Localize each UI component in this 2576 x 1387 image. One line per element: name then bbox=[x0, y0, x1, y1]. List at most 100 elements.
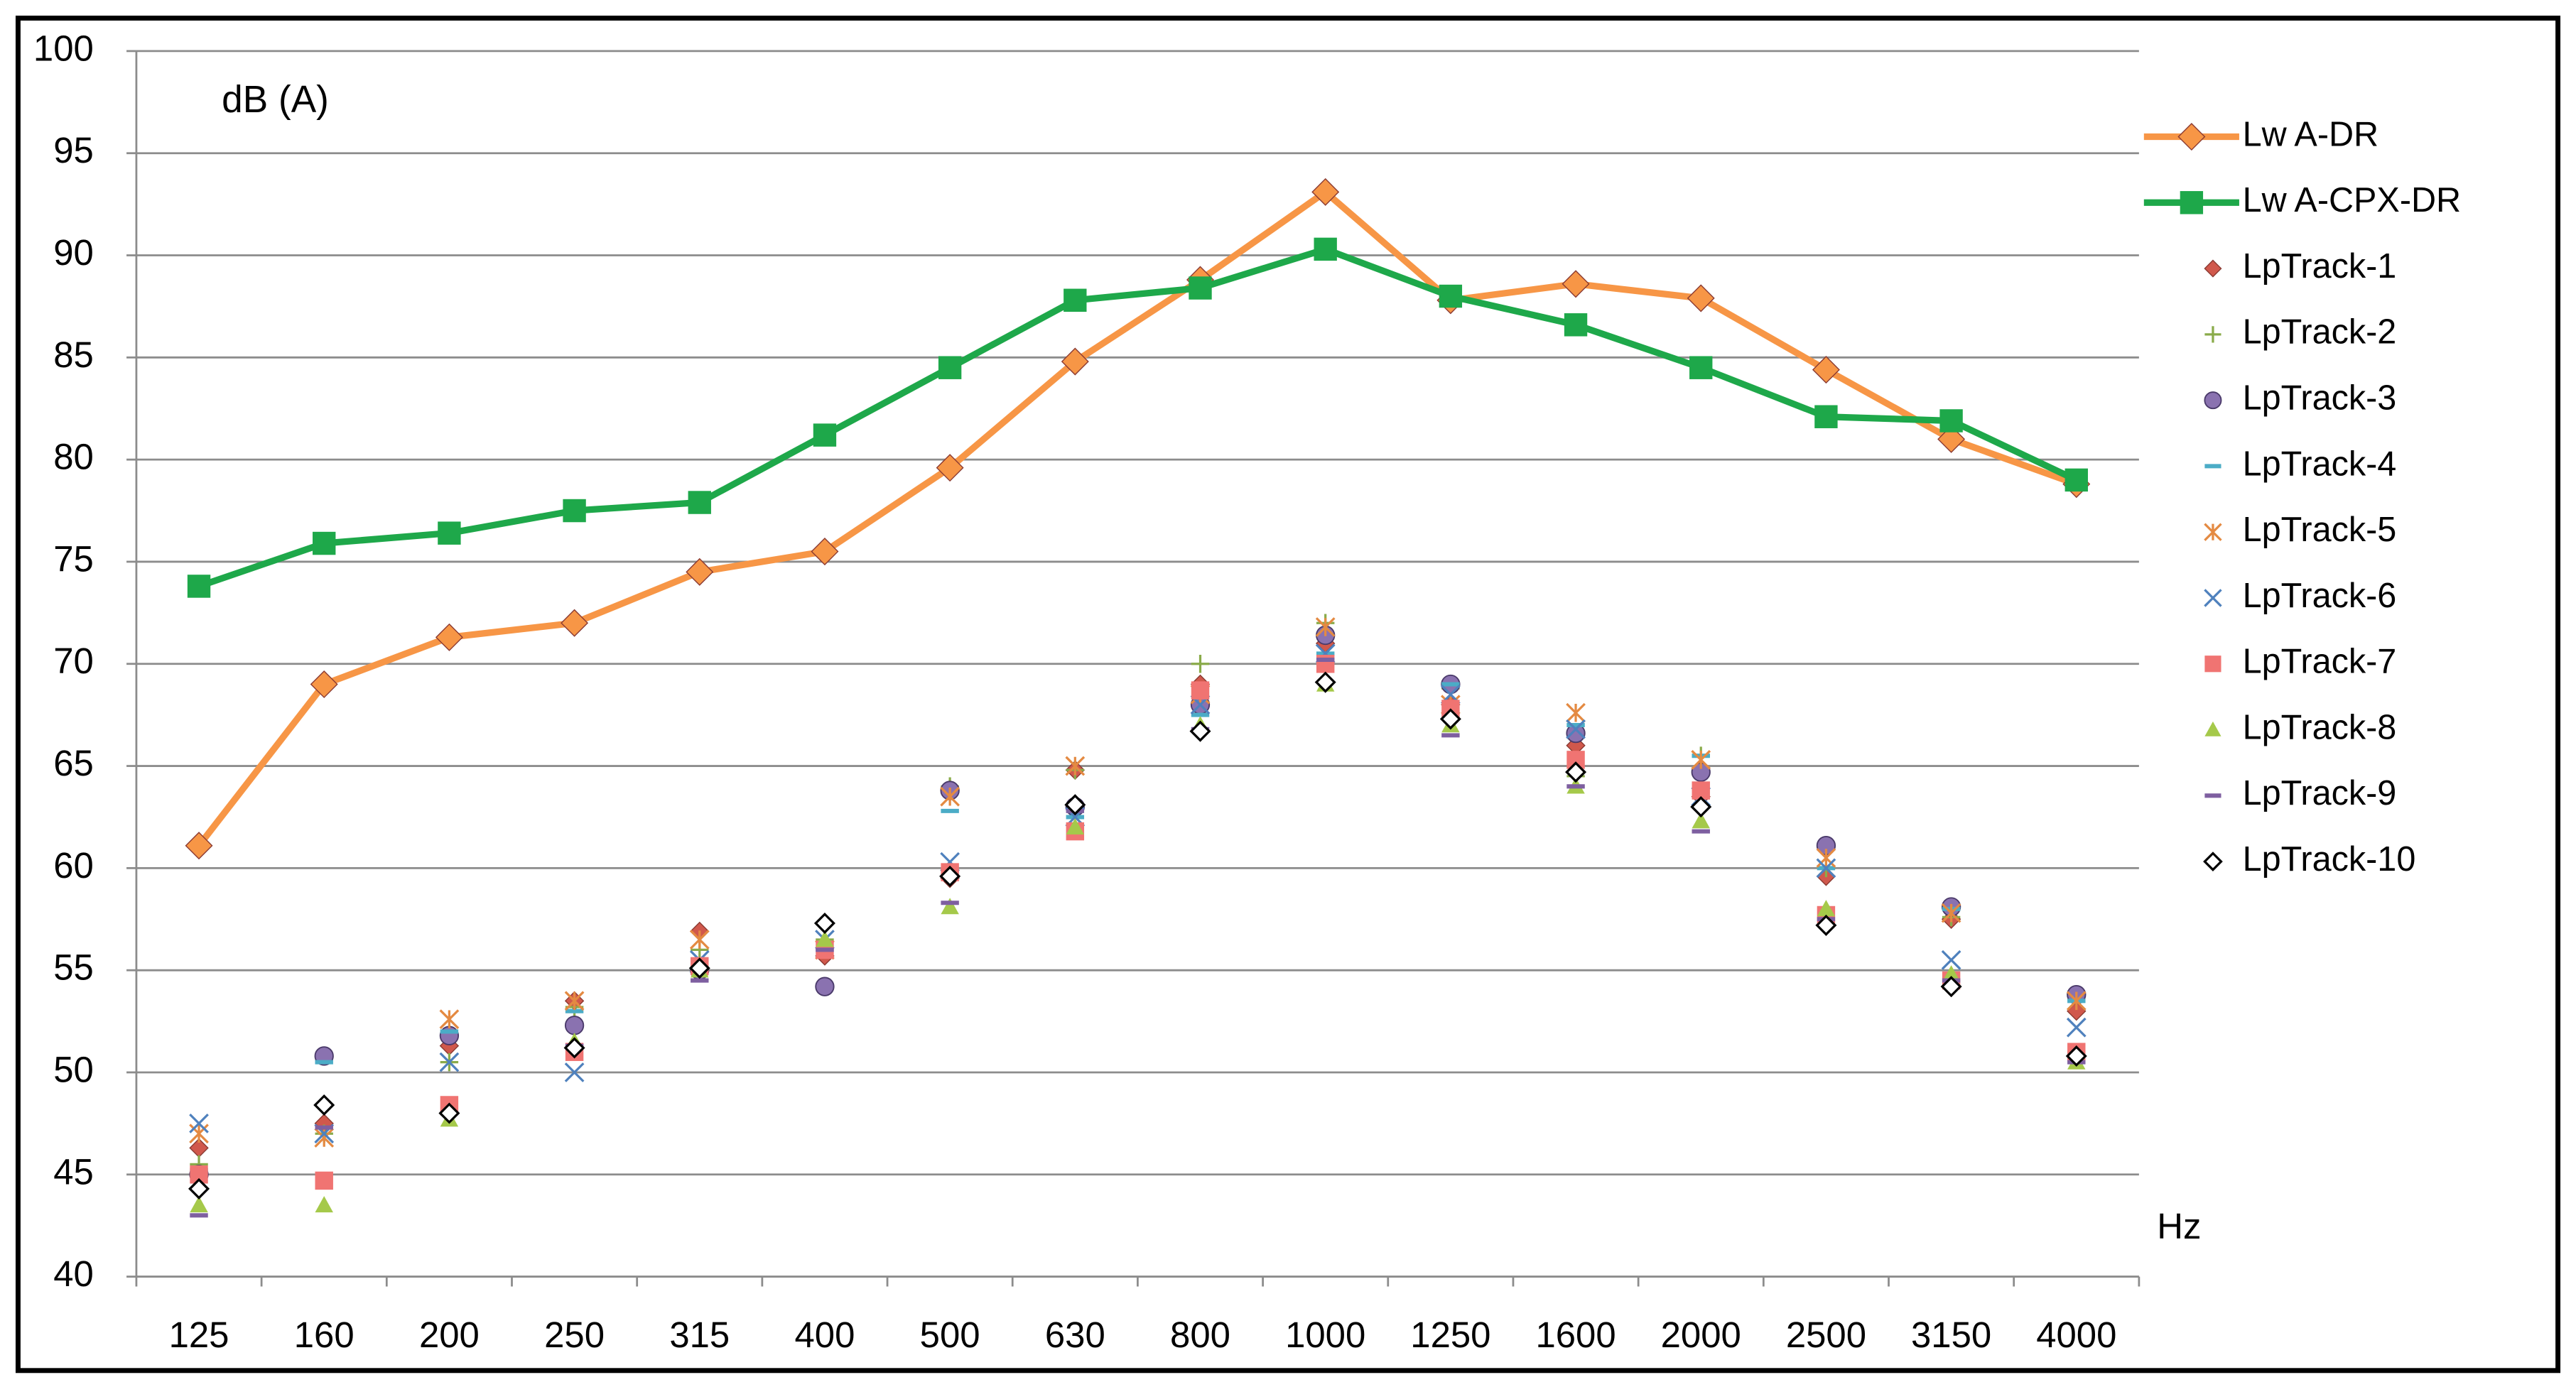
legend-label: LpTrack-2 bbox=[2243, 313, 2397, 352]
legend-marker bbox=[2203, 852, 2223, 871]
data-point bbox=[1939, 409, 1963, 433]
series-line bbox=[197, 246, 2078, 589]
data-point bbox=[1315, 617, 1336, 637]
data-point bbox=[189, 1124, 209, 1144]
data-point bbox=[1815, 914, 1837, 936]
data-point bbox=[190, 1196, 208, 1213]
data-point bbox=[438, 1102, 460, 1124]
x-tick-label: 1250 bbox=[1410, 1315, 1490, 1355]
legend-label: Lw A-CPX-DR bbox=[2243, 181, 2462, 219]
data-point bbox=[2065, 1045, 2087, 1067]
data-point bbox=[435, 623, 463, 651]
data-point bbox=[1064, 288, 1087, 312]
data-point bbox=[816, 930, 834, 947]
x-tick-label: 125 bbox=[169, 1315, 229, 1355]
data-point bbox=[1061, 347, 1089, 376]
y-tick-label: 55 bbox=[53, 947, 94, 988]
data-point bbox=[313, 1094, 335, 1116]
data-point bbox=[2066, 991, 2087, 1011]
data-point bbox=[188, 1177, 210, 1200]
legend-label: LpTrack-10 bbox=[2243, 840, 2416, 879]
x-tick-label: 1600 bbox=[1535, 1315, 1616, 1355]
y-tick-label: 90 bbox=[53, 232, 94, 273]
legend-marker bbox=[2204, 326, 2221, 343]
data-point bbox=[1191, 681, 1210, 700]
data-point bbox=[1566, 702, 1586, 723]
data-point bbox=[1065, 756, 1086, 776]
x-tick-label: 250 bbox=[544, 1315, 605, 1355]
x-tick-label: 800 bbox=[1170, 1315, 1230, 1355]
data-point bbox=[564, 1062, 585, 1082]
data-point bbox=[564, 991, 585, 1011]
data-point bbox=[815, 977, 835, 996]
data-point bbox=[813, 423, 837, 447]
data-point bbox=[936, 454, 964, 482]
data-point bbox=[1565, 761, 1587, 783]
data-point bbox=[439, 1026, 460, 1045]
legend-label: LpTrack-8 bbox=[2243, 708, 2397, 746]
data-point bbox=[563, 499, 586, 523]
y-tick-label: 95 bbox=[53, 130, 94, 170]
data-point bbox=[688, 957, 710, 979]
data-point bbox=[1940, 976, 1962, 998]
x-tick-label: 200 bbox=[419, 1315, 480, 1355]
y-tick-label: 50 bbox=[53, 1049, 94, 1089]
legend-marker bbox=[2204, 523, 2222, 541]
x-tick-label: 4000 bbox=[2036, 1315, 2116, 1355]
legend-label: LpTrack-7 bbox=[2243, 643, 2397, 681]
legend-label: LpTrack-3 bbox=[2243, 379, 2397, 417]
data-point bbox=[938, 356, 962, 379]
data-point bbox=[1814, 405, 1838, 428]
data-point bbox=[688, 491, 711, 514]
x-axis-label: Hz bbox=[2157, 1206, 2201, 1246]
data-point bbox=[1566, 719, 1586, 739]
x-tick-label: 2500 bbox=[1786, 1315, 1866, 1355]
data-point bbox=[1066, 818, 1085, 835]
data-point bbox=[1311, 178, 1340, 206]
data-point bbox=[187, 575, 211, 598]
data-point bbox=[313, 531, 336, 555]
legend-label: LpTrack-1 bbox=[2243, 247, 2397, 285]
data-point bbox=[1562, 270, 1590, 298]
x-tick-label: 630 bbox=[1045, 1315, 1105, 1355]
data-point bbox=[564, 1016, 585, 1035]
data-point bbox=[439, 1052, 460, 1072]
y-tick-label: 70 bbox=[53, 641, 94, 681]
data-point bbox=[1817, 900, 1836, 917]
x-tick-label: 315 bbox=[669, 1315, 730, 1355]
data-point bbox=[689, 930, 710, 950]
data-point bbox=[1942, 965, 1961, 982]
y-tick-label: 100 bbox=[33, 28, 94, 68]
legend-marker bbox=[2204, 391, 2222, 410]
data-point bbox=[439, 1009, 460, 1030]
y-tick-label: 85 bbox=[53, 334, 94, 375]
data-point bbox=[1189, 720, 1211, 742]
data-point bbox=[1816, 858, 1836, 879]
data-point bbox=[2066, 1017, 2087, 1038]
data-point bbox=[310, 670, 338, 699]
data-point bbox=[1316, 654, 1335, 673]
x-tick-label: 2000 bbox=[1661, 1315, 1741, 1355]
data-point bbox=[940, 786, 960, 807]
data-point bbox=[315, 1196, 333, 1213]
y-tick-label: 75 bbox=[53, 538, 94, 579]
legend-label: LpTrack-4 bbox=[2243, 445, 2397, 483]
x-tick-label: 400 bbox=[795, 1315, 855, 1355]
data-point bbox=[1941, 950, 1961, 970]
data-point bbox=[314, 1128, 335, 1148]
legend-marker bbox=[2177, 122, 2206, 151]
data-point bbox=[1692, 812, 1710, 829]
y-tick-label: 40 bbox=[53, 1253, 94, 1294]
data-point bbox=[1687, 284, 1715, 312]
x-tick-label: 1000 bbox=[1285, 1315, 1365, 1355]
legend-marker bbox=[2204, 259, 2222, 278]
data-point bbox=[1191, 654, 1210, 673]
data-point bbox=[315, 1171, 333, 1190]
data-point bbox=[1564, 313, 1588, 337]
x-tick-label: 160 bbox=[294, 1315, 355, 1355]
data-point bbox=[189, 1113, 209, 1133]
y-tick-label: 80 bbox=[53, 437, 94, 477]
legend-label: Lw A-DR bbox=[2243, 115, 2379, 153]
